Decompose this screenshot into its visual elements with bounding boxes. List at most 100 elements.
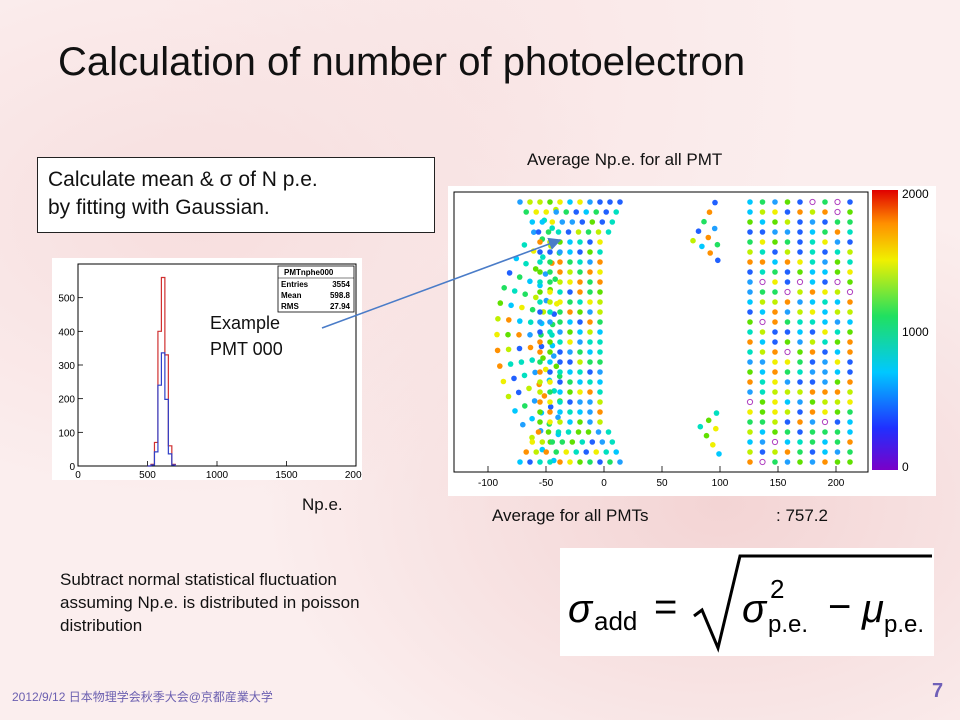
pmt-dot [784, 369, 791, 375]
pmt-dot [822, 369, 828, 375]
pmt-dot [583, 449, 589, 455]
pmt-dot [577, 249, 583, 255]
pmt-dot [847, 249, 853, 255]
pmt-dot [577, 389, 583, 395]
pmt-dot [822, 379, 828, 385]
pmt-dot [834, 419, 841, 425]
pmt-dot [809, 429, 816, 435]
pmt-dot [511, 375, 517, 382]
footer-text: 2012/9/12 日本物理学会秋季大会@京都産業大学 [12, 690, 273, 704]
pmt-dot [797, 439, 803, 445]
pmt-dot [567, 379, 573, 385]
formula-sub-pe: p.e. [768, 611, 808, 638]
pmt-dot [784, 359, 791, 365]
pmt-dot [527, 344, 534, 351]
pmt-dot [784, 419, 791, 425]
pmt-dot [847, 389, 853, 395]
pmt-dot-empty [771, 438, 779, 446]
pmt-dot [797, 209, 803, 215]
pmt-dot [797, 259, 803, 265]
pmt-dot [527, 199, 533, 205]
pmt-dot [747, 449, 753, 455]
pmt-dot-empty [759, 458, 766, 466]
pmt-dot [556, 373, 563, 380]
pmt-dot [701, 218, 707, 225]
pmt-dot [690, 237, 696, 244]
pmt-dot [559, 219, 566, 225]
pmt-dot [537, 309, 543, 315]
pmt-map-x-tick-label: 150 [770, 478, 787, 489]
histogram-y-tick-label: 100 [58, 428, 75, 439]
pmt-dot [589, 219, 596, 225]
pmt-dot [577, 419, 583, 425]
pmt-dot [759, 389, 766, 395]
pmt-dot [707, 250, 713, 256]
pmt-dot [797, 309, 803, 315]
pmt-dot [834, 269, 841, 275]
pmt-dot [500, 378, 507, 385]
pmt-dot [567, 359, 573, 365]
fit-description-line-1: Calculate mean & σ of N p.e. [48, 168, 318, 191]
pmt-dot [527, 332, 533, 338]
pmt-dot [505, 331, 511, 338]
pmt-dot [772, 379, 778, 385]
pmt-dot [822, 249, 828, 255]
colorbar-label-2000: 2000 [902, 187, 929, 201]
pmt-dot [714, 241, 721, 248]
pmt-dot [847, 219, 853, 225]
pmt-dot [553, 449, 559, 455]
pmt-dot [784, 429, 791, 435]
pmt-dot [797, 199, 803, 205]
pmt-dot [613, 209, 619, 215]
formula-superscript: 2 [770, 574, 784, 604]
pmt-dot [517, 318, 523, 324]
pmt-dot [587, 379, 593, 385]
pmt-dot [834, 239, 841, 245]
pmt-dot [537, 369, 543, 375]
pmt-dot [547, 359, 553, 365]
pmt-dot [537, 249, 543, 255]
pmt-dot [759, 209, 766, 215]
pmt-dot [557, 359, 563, 365]
pmt-dot [547, 289, 553, 295]
pmt-dot [567, 349, 573, 355]
pmt-dot [747, 299, 753, 305]
pmt-dot [527, 459, 533, 465]
pmt-dot [523, 209, 529, 215]
pmt-dot [847, 409, 853, 415]
pmt-dot [772, 319, 778, 325]
pmt-dot [593, 449, 599, 455]
pmt-dot [809, 399, 816, 405]
pmt-map-x-tick-label: 0 [601, 478, 607, 489]
pmt-dot [529, 415, 535, 422]
pmt-dot [759, 309, 766, 315]
pmt-dot [557, 319, 563, 325]
pmt-dot [834, 289, 841, 295]
pmt-dot [557, 379, 563, 385]
stats-box-name: PMTnphe000 [284, 268, 334, 277]
pmt-dot [609, 219, 616, 225]
pmt-dot [541, 393, 548, 399]
pmt-dot [542, 366, 549, 373]
pmt-dot [532, 369, 538, 376]
pmt-dot [822, 209, 828, 215]
pmt-dot [809, 449, 816, 455]
pmt-dot [759, 339, 766, 345]
formula-sub-pe-2: p.e. [884, 611, 924, 638]
pmt-dot [585, 229, 592, 235]
pmt-dot [573, 449, 579, 455]
pmt-dot [772, 309, 778, 315]
formula-graphic: σ add = σ 2 p.e. − μ p.e. [568, 554, 932, 653]
pmt-dot [834, 309, 841, 315]
pmt-dot [559, 439, 566, 445]
pmt-dot [759, 359, 766, 365]
pmt-dot [834, 369, 841, 375]
pmt-dot [797, 379, 803, 385]
pmt-dot [547, 459, 553, 465]
pmt-dot [597, 349, 603, 355]
pmt-dot [517, 199, 523, 205]
pmt-dot [759, 379, 766, 385]
pmt-dot [526, 385, 532, 392]
pmt-dot [529, 439, 536, 445]
pmt-dot [547, 329, 553, 335]
